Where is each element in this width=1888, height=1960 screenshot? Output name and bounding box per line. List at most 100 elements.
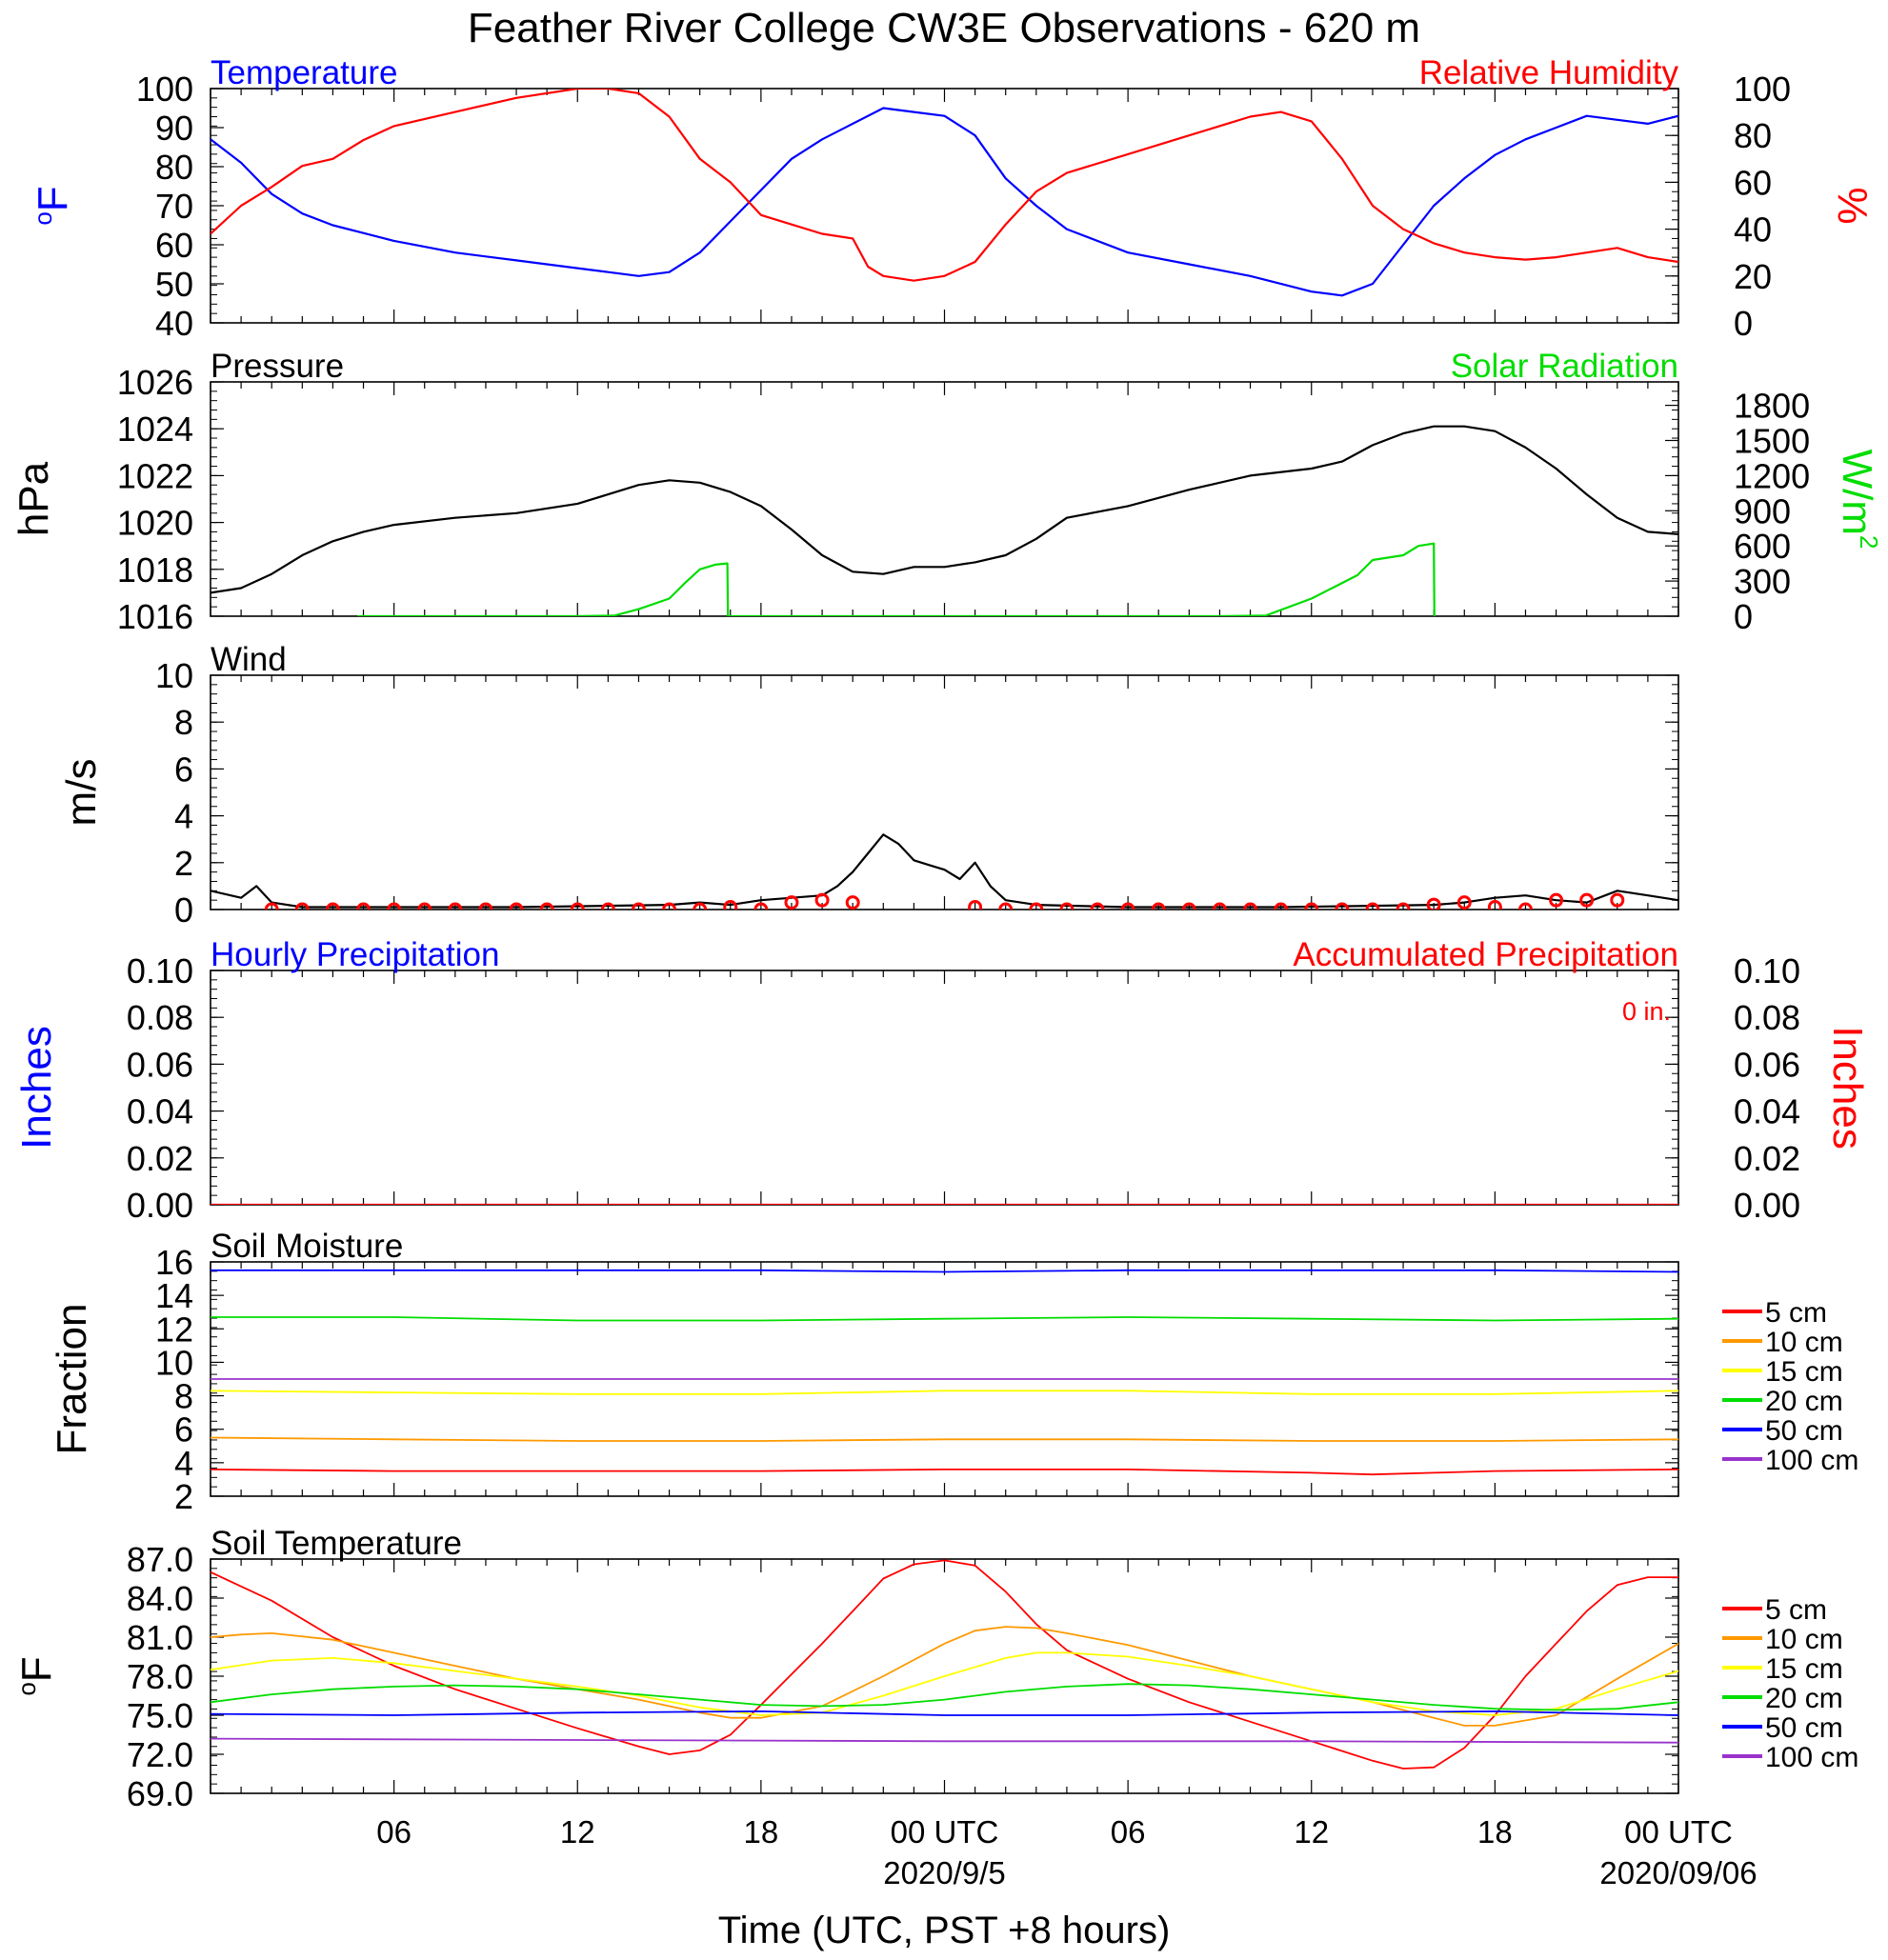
y-axis-label-left: Fraction (49, 1304, 95, 1455)
x-tick-label: 18 (744, 1814, 779, 1850)
y-tick-label: 1018 (117, 550, 193, 590)
y-tick-label: 16 (155, 1243, 193, 1282)
y-tick-label: 69.0 (127, 1774, 193, 1813)
y-axis-label-text: Fraction (49, 1304, 95, 1455)
y-tick-label: 2 (174, 844, 193, 883)
y-tick-label: 100 (136, 70, 193, 109)
legend-label: 100 cm (1765, 1445, 1858, 1476)
panel-title-left: Pressure (211, 348, 344, 385)
panel-4: 0.00 0.02 0.04 0.06 0.08 0.10 0.00 0.02 0.04 0.06… (13, 936, 1871, 1225)
y-axis-label-right: W/m2 (1834, 450, 1883, 550)
legend-label: 50 cm (1765, 1415, 1843, 1447)
y-axis-label-left: hPa (10, 461, 57, 536)
series-line-15-cm (211, 1651, 1678, 1716)
y-axis-label-text: oF (12, 1656, 60, 1695)
wind-direction-marker (1243, 902, 1258, 910)
y-tick-label: 10 (155, 656, 193, 695)
y-tick-label: 1016 (117, 597, 193, 636)
y-right-tick-label: 0.06 (1734, 1045, 1800, 1084)
y-right-tick-label: 0 (1734, 597, 1753, 636)
panel-title-right: Relative Humidity (1419, 54, 1679, 91)
legend-label: 5 cm (1765, 1297, 1827, 1329)
wind-direction-marker (1212, 902, 1227, 910)
y-right-tick-label: 40 (1734, 210, 1772, 250)
y-tick-label: 8 (174, 703, 193, 742)
y-axis-label-left: oF (12, 1656, 60, 1695)
series-line-10-cm (211, 1436, 1678, 1442)
wind-direction-marker (325, 902, 340, 910)
panel-2: 1016 1018 1020 1022 1024 1026 0300600900120015… (10, 348, 1883, 636)
y-tick-label: 2 (174, 1477, 193, 1516)
y-right-tick-label: 1200 (1734, 456, 1810, 495)
x-tick-label: 18 (1477, 1814, 1513, 1850)
wind-direction-marker (814, 892, 830, 908)
y-axis-label-text: % (1829, 187, 1876, 224)
series-line-10-cm (211, 1626, 1678, 1727)
series-line-5-cm (211, 1469, 1678, 1476)
wind-direction-marker (1396, 902, 1411, 910)
y-tick-label: 0 (174, 890, 193, 930)
legend-label: 10 cm (1765, 1327, 1843, 1358)
wind-direction-marker (417, 902, 432, 910)
y-tick-label: 81.0 (127, 1618, 193, 1657)
series-group (211, 1269, 1678, 1476)
y-axis-label-text: W/m2 (1834, 450, 1883, 550)
y-tick-label: 84.0 (127, 1579, 193, 1618)
wind-direction-marker (387, 902, 402, 910)
legend-label: 5 cm (1765, 1594, 1827, 1626)
y-right-tick-label: 1500 (1734, 422, 1810, 461)
y-right-tick-label: 60 (1734, 163, 1772, 202)
wind-direction-marker (1090, 902, 1105, 910)
x-tick-label: 06 (376, 1814, 412, 1850)
wind-direction-marker (478, 902, 493, 910)
series-line-wind (211, 833, 1678, 909)
y-tick-label: 10 (155, 1343, 193, 1382)
wind-direction-marker (1517, 902, 1533, 910)
wind-direction-marker (784, 895, 799, 910)
wind-direction-marker (1120, 902, 1135, 910)
panel-6: 69.072.075.078.081.084.087.0 Soil Tempera… (12, 1525, 1858, 1813)
y-tick-label: 1026 (117, 363, 193, 402)
wind-direction-marker (631, 902, 646, 910)
y-tick-label: 90 (155, 109, 193, 148)
y-axis-label-left: oF (29, 186, 76, 225)
y-tick-label: 60 (155, 226, 193, 265)
wind-direction-marker (1426, 897, 1441, 910)
y-tick-label: 80 (155, 148, 193, 187)
panel-frame (210, 88, 1679, 324)
y-right-tick-label: 0.04 (1734, 1092, 1800, 1131)
series-line-20-cm (211, 1316, 1678, 1322)
y-tick-label: 75.0 (127, 1696, 193, 1735)
panel-title-left: Hourly Precipitation (211, 936, 499, 973)
wind-direction-marker (1274, 902, 1289, 910)
wind-direction-marker (753, 902, 769, 910)
panel-frame (210, 381, 1679, 617)
wind-direction-marker (448, 902, 463, 910)
y-right-tick-label: 0.00 (1734, 1186, 1800, 1225)
wind-direction-marker (539, 902, 554, 910)
x-axis: 06 12 18 00 UTC 06 12 18 00 UTC 2020/9/5 2020/09/… (376, 1814, 1757, 1890)
wind-direction-marker (570, 902, 585, 910)
x-tick-label: 00 UTC (891, 1814, 999, 1850)
legend-label: 20 cm (1765, 1683, 1843, 1714)
series-line-50-cm (211, 1269, 1678, 1273)
wind-direction-marker (1365, 902, 1380, 910)
series-line-relative-humidity (211, 89, 1678, 282)
panel-3: 0 2 4 6 8 10 Wind m/s (58, 641, 1679, 930)
wind-direction-marker (509, 902, 524, 910)
wind-direction-marker (1487, 900, 1502, 910)
figure-title: Feather River College CW3E Observations … (468, 5, 1420, 51)
y-right-tick-label: 20 (1734, 257, 1772, 296)
y-axis-label-right: % (1829, 187, 1876, 224)
y-axis-label-text: Inches (1824, 1026, 1871, 1150)
panel-title-left: Soil Moisture (211, 1228, 403, 1265)
x-tick-label: 12 (1294, 1814, 1329, 1850)
series-line-15-cm (211, 1390, 1678, 1395)
y-tick-label: 0.06 (127, 1045, 193, 1084)
wind-direction-marker (1579, 892, 1595, 908)
y-right-tick-label: 600 (1734, 527, 1791, 566)
y-tick-label: 0.02 (127, 1139, 193, 1178)
